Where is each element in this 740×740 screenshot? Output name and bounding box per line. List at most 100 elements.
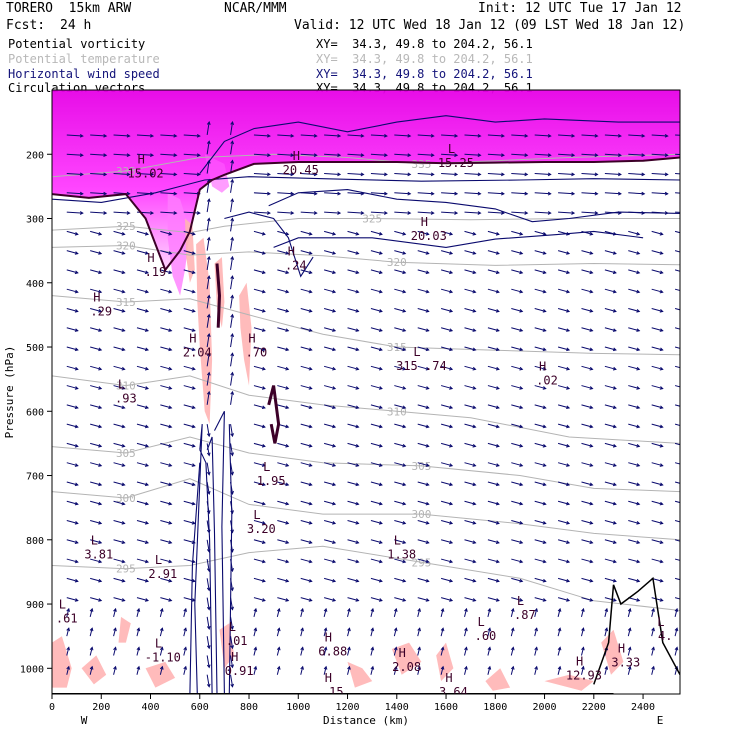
circulation-vector-head [355, 424, 360, 429]
circulation-vector [90, 423, 102, 428]
circulation-vector [90, 230, 102, 235]
circulation-vector-head [313, 153, 318, 157]
circulation-vector-head [542, 386, 547, 390]
circulation-vector-head [285, 540, 290, 544]
circulation-vector [628, 558, 640, 563]
circulation-vector-head [425, 424, 430, 429]
circulation-vector-head [121, 482, 126, 487]
circulation-vector [324, 192, 341, 195]
circulation-vector [464, 481, 476, 486]
theta-contour [52, 478, 680, 541]
circulation-vector [464, 539, 476, 544]
circulation-vector [604, 385, 617, 390]
circulation-vector-head [121, 328, 126, 332]
circulation-vector-head [495, 540, 500, 544]
circulation-vector [206, 655, 210, 668]
circulation-vector-head [285, 521, 290, 525]
circulation-vector-head [542, 521, 547, 525]
circulation-vector [324, 230, 336, 235]
circulation-vector [370, 597, 383, 602]
circulation-vector-head [290, 211, 295, 215]
circulation-vector [651, 539, 663, 544]
circulation-vector [300, 462, 312, 467]
circulation-vector [534, 192, 551, 195]
circulation-vector [581, 269, 593, 274]
circulation-vector [66, 647, 70, 656]
circulation-vector [206, 121, 210, 136]
circulation-vector-head [566, 598, 571, 602]
circulation-vector [230, 314, 234, 328]
theta-contour [52, 545, 680, 611]
circulation-vector [511, 365, 523, 370]
circulation-vector [511, 153, 528, 156]
circulation-vector [230, 424, 234, 437]
circulation-vector-head [636, 521, 641, 525]
circulation-vector-head [407, 172, 412, 177]
circulation-vector [581, 666, 584, 675]
circulation-vector [136, 404, 149, 409]
circulation-vector-head [636, 598, 641, 602]
circulation-vector [440, 346, 453, 351]
circulation-vector-head [332, 366, 337, 371]
circulation-vector-head [594, 191, 599, 196]
circulation-vector-head [589, 521, 594, 525]
circulation-vector-head [191, 424, 196, 429]
circulation-vector-head [378, 251, 383, 255]
circulation-vector [324, 577, 336, 582]
circulation-vector [300, 173, 317, 176]
circulation-vector-head [519, 366, 524, 371]
circulation-vector [159, 647, 163, 656]
circulation-vector-head [683, 521, 686, 524]
x-tick-label: 1800 [483, 702, 507, 713]
pv-extremum-marker: L [155, 636, 162, 650]
circulation-vector [370, 520, 383, 524]
circulation-vector [675, 153, 680, 156]
circulation-vector [651, 230, 663, 235]
theta-contour-label: 320 [116, 239, 136, 252]
circulation-vector [487, 250, 500, 255]
circulation-vector [487, 558, 500, 563]
circulation-vector [651, 423, 663, 428]
circulation-vector [300, 307, 312, 312]
circulation-vector [394, 481, 406, 486]
circulation-vector [253, 250, 266, 255]
circulation-vector [253, 173, 270, 176]
circulation-vector [511, 481, 523, 486]
circulation-vector-head [290, 153, 295, 157]
pv-low-level-patch [239, 282, 252, 386]
circulation-vector-head [206, 548, 211, 553]
circulation-vector-head [308, 309, 313, 313]
circulation-vector-head [472, 424, 477, 429]
circulation-vector-head [547, 211, 552, 215]
circulation-vector-head [206, 645, 211, 650]
pv-extremum-value: 3.64 [439, 685, 468, 699]
circulation-vector-head [464, 627, 468, 632]
circulation-vector-head [168, 559, 173, 564]
circulation-vector [230, 674, 234, 687]
circulation-vector-head [308, 501, 313, 506]
circulation-vector-head [542, 309, 547, 313]
circulation-vector [160, 423, 172, 428]
theta-contour [52, 436, 680, 493]
circulation-vector [370, 211, 387, 214]
circulation-vector-head [121, 270, 126, 275]
circulation-vector-head [472, 482, 477, 487]
circulation-vector [347, 250, 359, 255]
circulation-vector [557, 230, 570, 235]
circulation-vector-head [285, 463, 290, 467]
circulation-vector-head [524, 172, 529, 177]
circulation-vector-head [230, 452, 234, 457]
pv-extremum-value: .19 [145, 265, 167, 279]
circulation-vector-head [440, 607, 445, 612]
circulation-vector [113, 608, 117, 618]
circulation-vector-head [383, 153, 388, 157]
pv-extremum-value: 1.38 [387, 547, 416, 561]
circulation-vector-head [261, 309, 266, 313]
circulation-vector-head [472, 540, 477, 544]
circulation-vector-head [355, 443, 360, 448]
circulation-vector-head [121, 366, 126, 371]
circulation-vector [511, 250, 523, 255]
circulation-vector [206, 578, 210, 591]
circulation-vector [324, 173, 341, 176]
circulation-vector [136, 558, 149, 563]
